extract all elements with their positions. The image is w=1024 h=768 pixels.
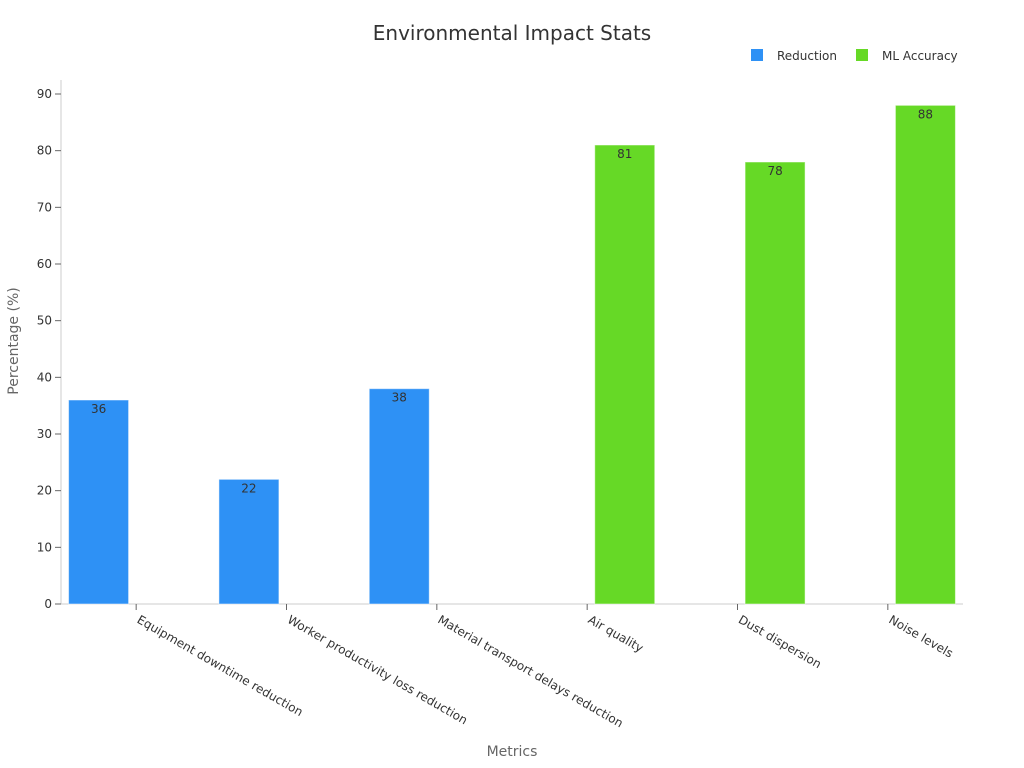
legend-label: ML Accuracy	[882, 49, 958, 63]
bar	[368, 388, 430, 605]
x-tick-label: Noise levels	[886, 612, 955, 660]
x-tick-label: Equipment downtime reduction	[135, 612, 306, 719]
y-tick-label: 30	[37, 427, 52, 441]
x-tick-label: Dust dispersion	[736, 612, 824, 671]
y-axis-ticks: 0 10 20 30 40 50 60 70 80 90	[37, 87, 61, 611]
y-tick-label: 90	[37, 87, 52, 101]
y-tick-label: 0	[44, 597, 52, 611]
y-tick-label: 70	[37, 200, 52, 214]
bar	[594, 144, 656, 605]
bar	[68, 399, 130, 605]
legend-label: Reduction	[777, 49, 837, 63]
data-label: 36	[91, 402, 106, 416]
chart-title: Environmental Impact Stats	[373, 21, 651, 45]
legend: Reduction ML Accuracy	[751, 49, 958, 63]
y-tick-label: 40	[37, 370, 52, 384]
data-label: 78	[767, 164, 782, 178]
y-axis-label: Percentage (%)	[6, 287, 22, 394]
bar	[218, 478, 280, 605]
bar	[744, 161, 806, 605]
data-label: 81	[617, 147, 632, 161]
x-tick-label: Air quality	[586, 612, 646, 655]
data-label: 38	[392, 391, 407, 405]
y-tick-label: 10	[37, 540, 52, 554]
legend-swatch	[856, 49, 868, 61]
y-tick-label: 20	[37, 484, 52, 498]
data-label: 88	[918, 107, 933, 121]
bars	[68, 104, 956, 605]
x-axis-label: Metrics	[487, 744, 538, 760]
legend-swatch	[751, 49, 763, 61]
axes	[60, 80, 963, 605]
bar	[894, 104, 956, 605]
y-tick-label: 60	[37, 257, 52, 271]
x-tick-label: Worker productivity loss reduction	[285, 612, 470, 727]
y-tick-label: 50	[37, 314, 52, 328]
data-labels: 36 22 38 81 78 88	[91, 107, 933, 495]
y-tick-label: 80	[37, 144, 52, 158]
data-label: 22	[241, 481, 256, 495]
